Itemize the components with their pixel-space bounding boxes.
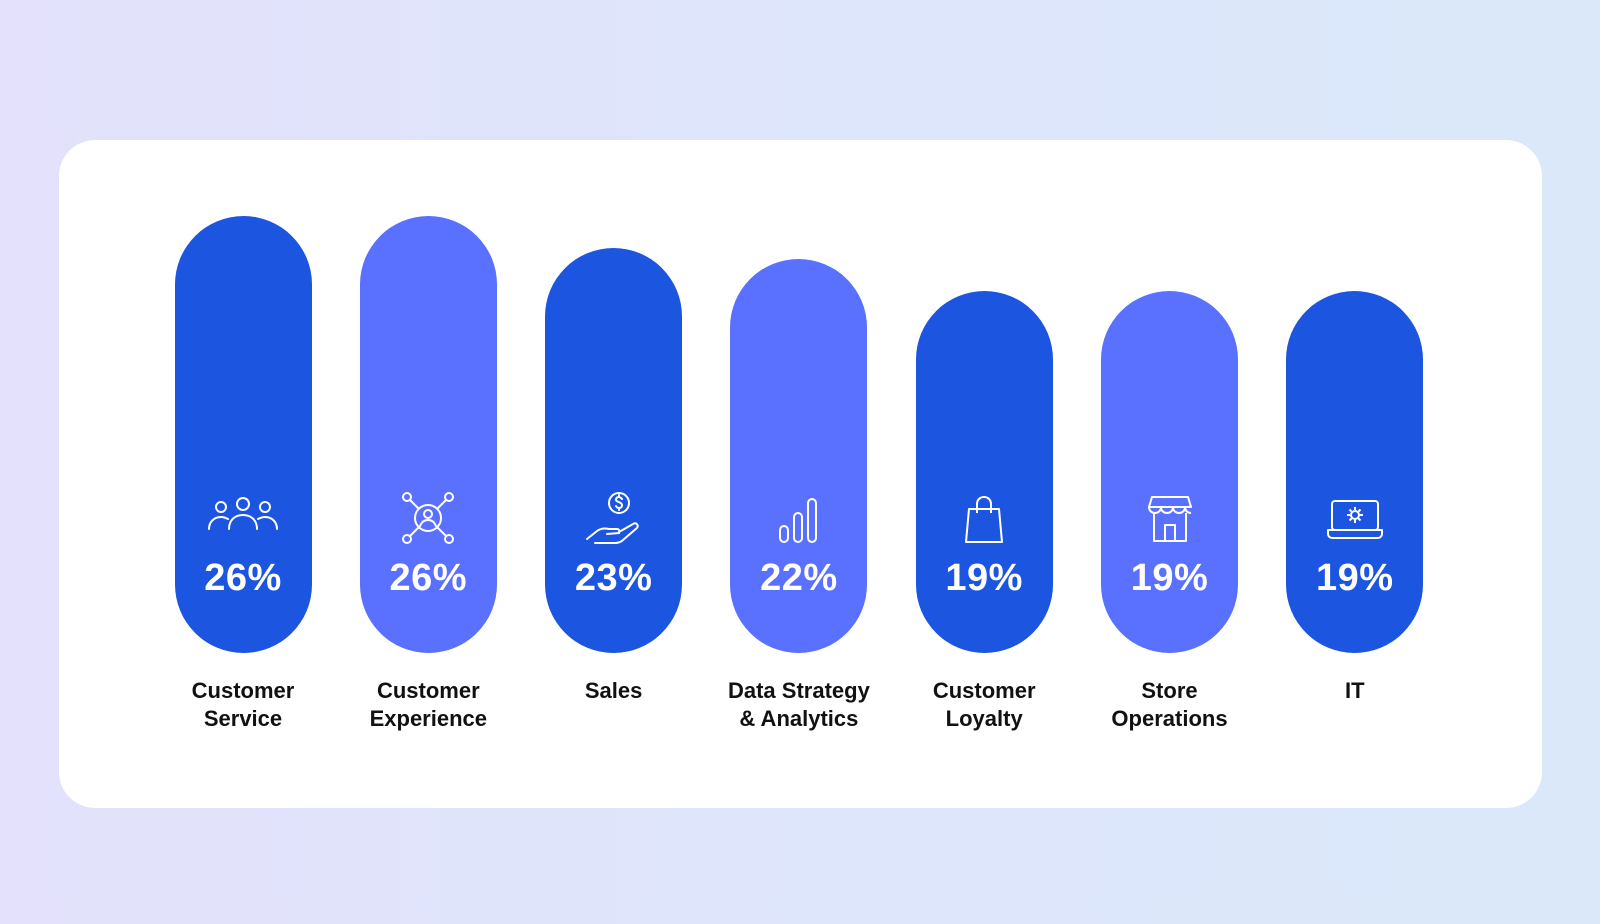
category-label: Customer Service (191, 678, 295, 731)
category-label: Customer Loyalty (932, 678, 1036, 731)
bar-value-label: 19% (1130, 556, 1209, 599)
signal-bars-icon (762, 491, 836, 547)
bar-4: 22% (730, 258, 868, 653)
category-label: Customer Experience (369, 678, 487, 731)
bar-3: 23% (545, 247, 683, 653)
laptop-gear-icon (1318, 491, 1392, 547)
shopping-bag-icon (947, 491, 1021, 547)
hand-money-icon (577, 491, 651, 547)
category-label: IT (1345, 678, 1365, 703)
bar-value-label: 22% (760, 556, 838, 599)
network-user-icon (391, 491, 465, 547)
bar-6: 19% (1101, 290, 1238, 653)
category-label: Data Strategy & Analytics (727, 678, 870, 731)
bar-value-label: 26% (204, 557, 282, 599)
category-label: Store Operations (1111, 678, 1228, 731)
people-group-icon (206, 491, 280, 547)
bar-value-label: 19% (1316, 556, 1394, 599)
storefront-icon (1133, 491, 1207, 547)
bar-1: 26% (174, 216, 312, 653)
category-label: Sales (584, 678, 643, 703)
bar-value-label: 19% (945, 556, 1023, 599)
bar-value-label: 26% (389, 557, 468, 599)
bar-7: 19% (1286, 290, 1424, 653)
bar-2: 26% (359, 216, 497, 653)
bar-value-label: 23% (574, 556, 653, 599)
chart-card: 26% Customer Service 26% Customer Experienc… (59, 140, 1542, 808)
bar-5: 19% (915, 290, 1053, 653)
